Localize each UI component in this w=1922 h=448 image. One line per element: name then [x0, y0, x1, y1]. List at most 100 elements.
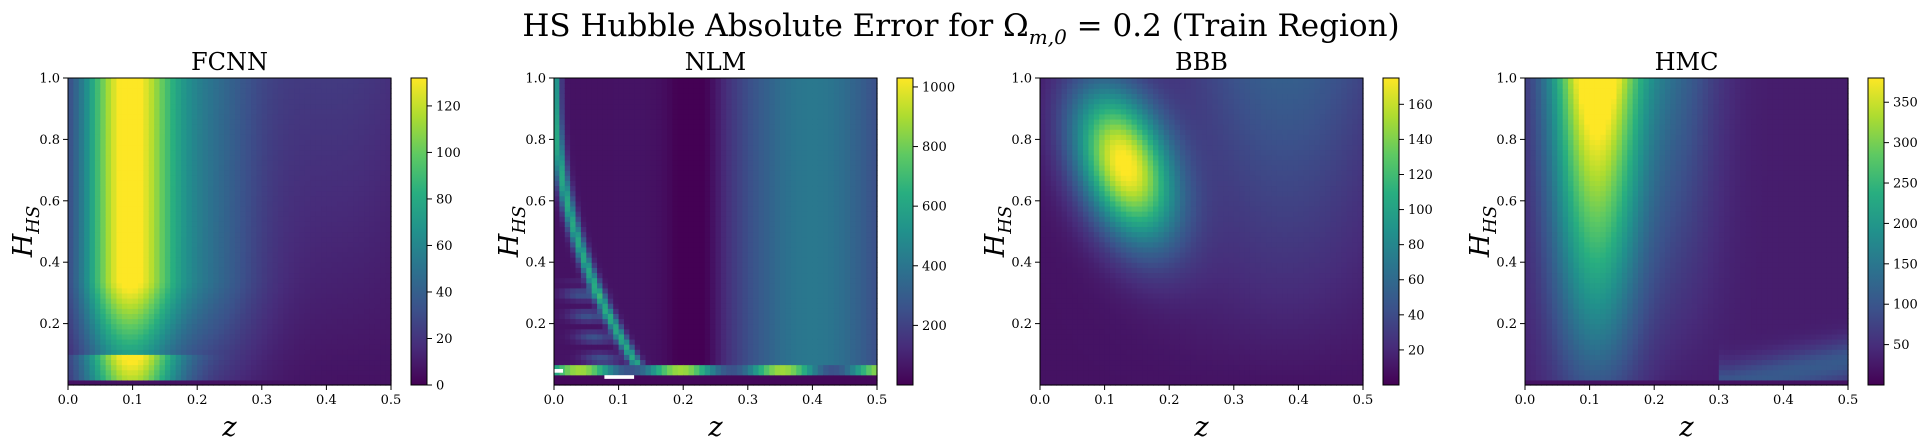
heatmap-cell	[224, 226, 231, 233]
heatmap-cell	[645, 124, 652, 130]
heatmap-cell	[170, 216, 177, 222]
heatmap-cell	[137, 190, 144, 197]
heatmap-cell	[331, 344, 338, 350]
heatmap-cell	[89, 205, 96, 212]
heatmap-cell	[159, 170, 166, 176]
heatmap-cell	[559, 149, 566, 156]
heatmap-cell	[607, 313, 614, 320]
heatmap-cell	[159, 144, 166, 151]
heatmap-cell	[304, 205, 311, 212]
heatmap-cell	[650, 154, 657, 161]
heatmap-cell	[326, 205, 333, 212]
heatmap-cell	[116, 369, 123, 376]
heatmap-cell	[380, 103, 387, 110]
heatmap-cells	[68, 78, 392, 386]
heatmap-cell	[89, 226, 96, 233]
heatmap-cell	[277, 226, 284, 233]
heatmap-cell	[288, 164, 295, 171]
heatmap-cell	[207, 303, 214, 309]
heatmap-cell	[321, 190, 327, 197]
heatmap-cell	[656, 164, 663, 171]
heatmap-cell	[650, 118, 657, 125]
heatmap-cell	[656, 221, 663, 227]
heatmap-cell	[137, 200, 144, 207]
heatmap-cell	[554, 93, 560, 100]
heatmap-cell	[240, 374, 247, 381]
heatmap-cell	[68, 328, 74, 335]
heatmap-cell	[218, 190, 225, 197]
heatmap-cell	[575, 170, 582, 176]
heatmap-cell	[272, 338, 279, 345]
heatmap-cell	[640, 185, 647, 192]
heatmap-cell	[213, 226, 220, 233]
heatmap-cell	[554, 272, 560, 279]
heatmap-cell	[661, 303, 668, 309]
heatmap-cell	[73, 149, 80, 156]
heatmap-cell	[315, 190, 322, 197]
heatmap-cell	[629, 205, 636, 212]
heatmap-cell	[385, 144, 392, 151]
heatmap-cell	[202, 272, 209, 279]
heatmap-cell	[288, 257, 295, 263]
heatmap-cell	[272, 113, 279, 120]
heatmap-cell	[661, 364, 668, 371]
heatmap-cell	[94, 185, 101, 192]
heatmap-cell	[564, 83, 571, 89]
heatmap-cell	[89, 195, 96, 202]
heatmap-cell	[650, 144, 657, 151]
heatmap-cell	[261, 267, 268, 274]
heatmap-cell	[634, 88, 641, 94]
heatmap-cell	[213, 236, 220, 243]
heatmap-cell	[607, 113, 614, 120]
heatmap-cell	[127, 88, 134, 94]
x-tick-label: 0.2	[187, 393, 208, 408]
heatmap-cell	[218, 364, 225, 371]
heatmap-cell	[294, 267, 301, 274]
heatmap-cell	[170, 118, 177, 125]
heatmap-cell	[331, 277, 338, 284]
heatmap-cell	[100, 251, 107, 258]
heatmap-cell	[207, 93, 214, 100]
heatmap-cell	[197, 231, 204, 238]
heatmap-cell	[143, 354, 150, 361]
heatmap-cell	[597, 154, 604, 161]
heatmap-cell	[369, 78, 376, 84]
heatmap-cell	[586, 205, 593, 212]
heatmap-cell	[369, 344, 376, 350]
heatmap-cell	[623, 154, 630, 161]
heatmap-cell	[369, 338, 376, 345]
heatmap-cell	[251, 257, 258, 263]
heatmap-cell	[618, 379, 625, 386]
heatmap-cell	[326, 313, 333, 320]
heatmap-cell	[304, 221, 311, 227]
heatmap-cell	[234, 190, 241, 197]
heatmap-cell	[105, 379, 112, 386]
heatmap-cell	[89, 170, 96, 176]
heatmap-cell	[272, 200, 279, 207]
heatmap-cell	[68, 221, 74, 227]
heatmap-cell	[240, 354, 247, 361]
heatmap-cell	[321, 139, 327, 146]
heatmap-cell	[656, 154, 663, 161]
heatmap-cell	[267, 359, 274, 366]
heatmap-cell	[353, 205, 360, 212]
heatmap-cell	[105, 221, 112, 227]
heatmap-cell	[137, 262, 144, 268]
heatmap-cell	[121, 257, 128, 263]
heatmap-cell	[607, 190, 614, 197]
heatmap-cell	[197, 257, 204, 263]
heatmap-cell	[650, 190, 657, 197]
heatmap-cell	[564, 170, 571, 176]
heatmap-cell	[73, 236, 80, 243]
heatmap-cell	[586, 185, 593, 192]
heatmap-cell	[661, 83, 668, 89]
heatmap-cell	[326, 349, 333, 355]
heatmap-cell	[364, 159, 371, 166]
heatmap-cell	[640, 344, 647, 350]
heatmap-cell	[342, 333, 349, 340]
heatmap-cell	[629, 98, 636, 105]
heatmap-cell	[575, 287, 582, 294]
heatmap-cell	[229, 344, 236, 350]
heatmap-cell	[148, 190, 155, 197]
heatmap-cell	[272, 349, 279, 355]
